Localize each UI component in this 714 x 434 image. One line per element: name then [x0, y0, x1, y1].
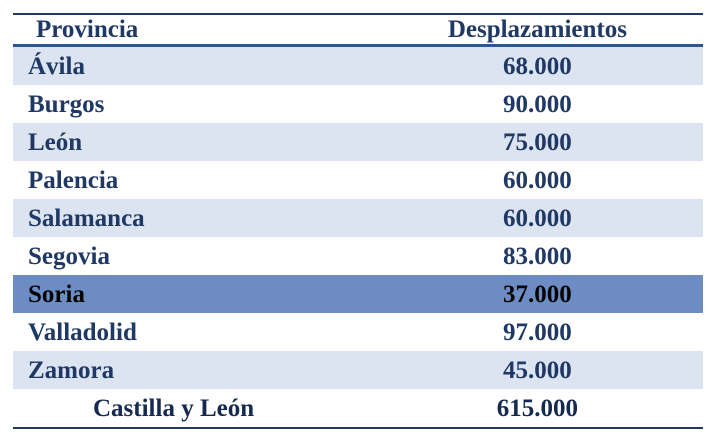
desplazamientos-cell: 60.000	[503, 166, 572, 194]
provincia-cell: Burgos	[28, 90, 105, 118]
table-row: Segovia 83.000	[13, 237, 703, 275]
table-row: Salamanca 60.000	[13, 199, 703, 237]
desplazamientos-cell: 75.000	[503, 128, 572, 156]
desplazamientos-table: Provincia Desplazamientos Ávila 68.000 B…	[13, 13, 703, 429]
table-row: Burgos 90.000	[13, 85, 703, 123]
total-value: 615.000	[496, 394, 579, 422]
table-row: León 75.000	[13, 123, 703, 161]
desplazamientos-cell: 68.000	[503, 52, 572, 80]
provincia-cell: Palencia	[28, 166, 119, 194]
provincia-cell: Salamanca	[28, 204, 145, 232]
provincia-cell: Valladolid	[28, 318, 137, 346]
desplazamientos-cell: 37.000	[503, 280, 572, 308]
table-row: Zamora 45.000	[13, 351, 703, 389]
desplazamientos-cell: 60.000	[503, 204, 572, 232]
total-label: Castilla y León	[93, 394, 255, 422]
provincia-cell: Ávila	[28, 52, 85, 80]
desplazamientos-cell: 90.000	[503, 90, 572, 118]
desplazamientos-cell: 97.000	[503, 318, 572, 346]
table-row: Ávila 68.000	[13, 47, 703, 85]
desplazamientos-cell: 83.000	[503, 242, 572, 270]
provincia-cell: Soria	[28, 280, 85, 308]
table-total-row: Castilla y León 615.000	[13, 389, 703, 427]
table-header-row: Provincia Desplazamientos	[13, 15, 703, 47]
provincia-cell: León	[28, 128, 83, 156]
header-desplazamientos: Desplazamientos	[447, 16, 627, 43]
header-provincia: Provincia	[36, 16, 139, 43]
table-row: Palencia 60.000	[13, 161, 703, 199]
provincia-cell: Zamora	[28, 356, 115, 384]
provincia-cell: Segovia	[28, 242, 110, 270]
table-body: Ávila 68.000 Burgos 90.000 León 75.000 P…	[13, 47, 703, 389]
table-row: Soria 37.000	[13, 275, 703, 313]
desplazamientos-cell: 45.000	[503, 356, 572, 384]
table-row: Valladolid 97.000	[13, 313, 703, 351]
